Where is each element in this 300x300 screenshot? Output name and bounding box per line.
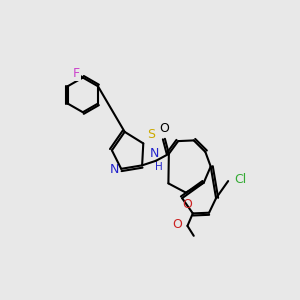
Text: N: N xyxy=(150,147,159,160)
Text: S: S xyxy=(147,128,155,141)
Text: O: O xyxy=(182,198,192,211)
Text: H: H xyxy=(155,162,163,172)
Text: F: F xyxy=(73,67,80,80)
Text: N: N xyxy=(110,163,119,176)
Text: Cl: Cl xyxy=(235,173,247,186)
Text: O: O xyxy=(159,122,169,135)
Text: O: O xyxy=(172,218,182,232)
